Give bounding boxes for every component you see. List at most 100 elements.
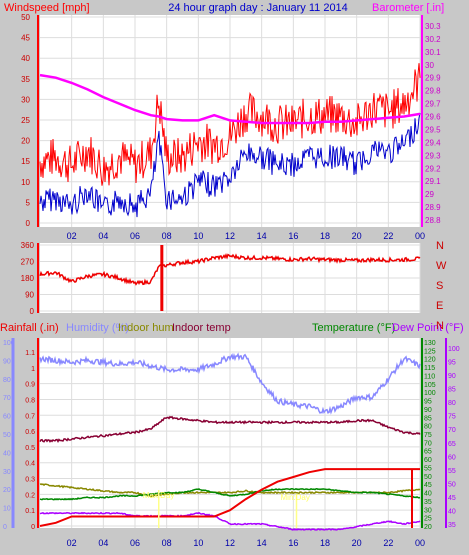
x-tick-label-bottom: 00 bbox=[415, 538, 425, 548]
barometer-tick-label: 29.1 bbox=[425, 177, 441, 186]
rainfall-label: Rainfall (.in) bbox=[0, 322, 59, 334]
temp-tick-label: 60 bbox=[424, 457, 432, 464]
x-tick-label-top: 14 bbox=[257, 231, 267, 241]
wind-tick-label: 40 bbox=[21, 54, 30, 63]
x-tick-label-top: 04 bbox=[98, 231, 108, 241]
x-tick-label-bottom: 10 bbox=[193, 538, 203, 548]
temp-tick-label: 50 bbox=[424, 474, 432, 481]
x-tick-label-bottom: 22 bbox=[383, 538, 393, 548]
x-tick-label-bottom: 16 bbox=[288, 538, 298, 548]
temp-tick-label: 85 bbox=[424, 415, 432, 422]
indoor-temp-line bbox=[39, 415, 421, 443]
x-tick-label-top: 10 bbox=[193, 231, 203, 241]
barometer-tick-label: 28.8 bbox=[425, 216, 441, 225]
rain-tick-label: 0.3 bbox=[25, 477, 35, 484]
dewpoint-tick-label: 85 bbox=[448, 387, 456, 394]
barometer-tick-label: 30.3 bbox=[425, 22, 441, 31]
temp-tick-label: 65 bbox=[424, 449, 432, 456]
dewpoint-line bbox=[39, 511, 421, 531]
barometer-tick-label: 29.3 bbox=[425, 151, 441, 160]
temp-tick-label: 25 bbox=[424, 516, 432, 523]
compass-label: S bbox=[436, 280, 443, 292]
rain-tick-label: 0.2 bbox=[25, 492, 35, 499]
humidity-tick-label: 50 bbox=[3, 432, 11, 439]
windspeed-label: Windspeed [mph] bbox=[4, 2, 90, 14]
barometer-tick-label: 30.2 bbox=[425, 35, 441, 44]
temp-tick-label: 105 bbox=[424, 382, 436, 389]
wind-direction-spike bbox=[160, 245, 164, 311]
rain-tick-label: 0 bbox=[31, 524, 35, 531]
humidity-tick-label: 60 bbox=[3, 414, 11, 421]
temp-tick-label: 20 bbox=[424, 524, 432, 531]
x-tick-label-bottom: 12 bbox=[225, 538, 235, 548]
temp-tick-label: 30 bbox=[424, 507, 432, 514]
wind-tick-label: 50 bbox=[21, 13, 30, 22]
barometer-label: Barometer [.in] bbox=[372, 2, 444, 14]
dewpoint-tick-label: 80 bbox=[448, 400, 456, 407]
dewpoint-tick-label: 75 bbox=[448, 414, 456, 421]
humidity-tick-label: 100 bbox=[3, 340, 15, 347]
temp-tick-label: 120 bbox=[424, 357, 436, 364]
x-tick-label-top: 16 bbox=[288, 231, 298, 241]
wind-direction-line bbox=[39, 253, 421, 286]
x-tick-label-top: 02 bbox=[67, 231, 77, 241]
indoor-hum-label: Indoor hum bbox=[118, 322, 174, 334]
temp-tick-label: 75 bbox=[424, 432, 432, 439]
temp-tick-label: 125 bbox=[424, 348, 436, 355]
humidity-tick-label: 20 bbox=[3, 487, 11, 494]
dewpoint-tick-label: 95 bbox=[448, 360, 456, 367]
temperature-line bbox=[39, 487, 421, 501]
compass-label: E bbox=[436, 300, 443, 312]
dewpoint-tick-label: 45 bbox=[448, 495, 456, 502]
barometer-tick-label: 29.9 bbox=[425, 74, 441, 83]
temp-tick-label: 100 bbox=[424, 390, 436, 397]
humidity-tick-label: 70 bbox=[3, 395, 11, 402]
wind-tick-label: 0 bbox=[26, 219, 31, 228]
direction-tick-label: 270 bbox=[21, 258, 35, 267]
dewpoint-tick-label: 65 bbox=[448, 441, 456, 448]
wind-tick-label: 45 bbox=[21, 34, 30, 43]
dewpoint-tick-label: 55 bbox=[448, 468, 456, 475]
x-tick-label-bottom: 20 bbox=[352, 538, 362, 548]
humidity-tick-label: 40 bbox=[3, 450, 11, 457]
compass-label: W bbox=[436, 260, 447, 272]
temp-tick-label: 95 bbox=[424, 399, 432, 406]
dewpoint-tick-label: 70 bbox=[448, 427, 456, 434]
humidity-label: Humidity (%) bbox=[66, 322, 129, 334]
x-tick-label-bottom: 04 bbox=[98, 538, 108, 548]
compass-label: N bbox=[436, 240, 444, 252]
dewpoint-label: Dew Point (°F) bbox=[392, 322, 464, 334]
max-marker-label: Max:Day bbox=[143, 491, 175, 500]
barometer-tick-label: 29.5 bbox=[425, 125, 441, 134]
temp-tick-label: 110 bbox=[424, 373, 435, 380]
direction-tick-label: 90 bbox=[25, 291, 34, 300]
x-tick-label-bottom: 06 bbox=[130, 538, 140, 548]
x-tick-label-top: 12 bbox=[225, 231, 235, 241]
barometer-tick-label: 28.9 bbox=[425, 203, 441, 212]
dewpoint-tick-label: 60 bbox=[448, 454, 456, 461]
rain-tick-label: 1 bbox=[31, 366, 35, 373]
rain-tick-label: 0.7 bbox=[25, 413, 35, 420]
temp-tick-label: 130 bbox=[424, 340, 436, 347]
humidity-line bbox=[39, 352, 421, 415]
rain-tick-label: 0.9 bbox=[25, 382, 35, 389]
x-tick-label-bottom: 02 bbox=[67, 538, 77, 548]
rain-tick-label: 0.5 bbox=[25, 445, 35, 452]
barometer-tick-label: 29.6 bbox=[425, 113, 441, 122]
temp-tick-label: 70 bbox=[424, 440, 432, 447]
x-tick-label-top: 22 bbox=[383, 231, 393, 241]
wind-tick-label: 25 bbox=[21, 116, 30, 125]
x-tick-label-top: 00 bbox=[415, 231, 425, 241]
x-tick-label-bottom: 18 bbox=[320, 538, 330, 548]
dewpoint-tick-label: 100 bbox=[448, 346, 460, 353]
temp-tick-label: 80 bbox=[424, 424, 432, 431]
temp-tick-label: 55 bbox=[424, 465, 432, 472]
wind-tick-label: 10 bbox=[21, 178, 30, 187]
temperature-label: Temperature (°F) bbox=[312, 322, 395, 334]
temp-tick-label: 35 bbox=[424, 499, 432, 506]
x-tick-label-top: 18 bbox=[320, 231, 330, 241]
wind-tick-label: 15 bbox=[21, 157, 30, 166]
rain-tick-label: 1.1 bbox=[25, 350, 35, 357]
